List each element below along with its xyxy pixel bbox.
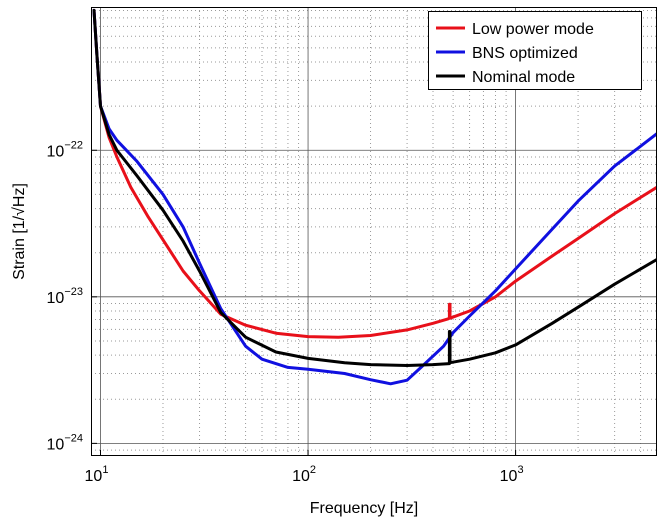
minor-grid xyxy=(91,7,657,456)
y-tick-label: 10−24 xyxy=(47,432,83,453)
x-tick-labels: 101 102 103 xyxy=(85,464,524,485)
series-line-low-power-mode xyxy=(92,8,657,339)
legend: Low power mode BNS optimized Nominal mode xyxy=(428,11,642,90)
tick-marks xyxy=(91,149,517,456)
legend-label: Low power mode xyxy=(472,21,594,38)
y-tick-labels: 10−24 10−23 10−22 xyxy=(47,139,83,453)
y-tick-label: 10−23 xyxy=(47,286,83,307)
x-tick-label: 103 xyxy=(500,464,524,485)
x-tick-label: 101 xyxy=(85,464,109,485)
x-axis-label: Frequency [Hz] xyxy=(310,500,418,517)
y-tick-label: 10−22 xyxy=(47,139,83,160)
series-line-nominal-mode xyxy=(92,8,657,367)
x-tick-label: 102 xyxy=(292,464,316,485)
series-layer xyxy=(92,8,657,386)
y-axis-label: Strain [1/√Hz] xyxy=(11,183,28,280)
legend-label: BNS optimized xyxy=(472,45,578,62)
legend-label: Nominal mode xyxy=(472,69,575,86)
series-line-bns-optimized xyxy=(92,8,657,386)
